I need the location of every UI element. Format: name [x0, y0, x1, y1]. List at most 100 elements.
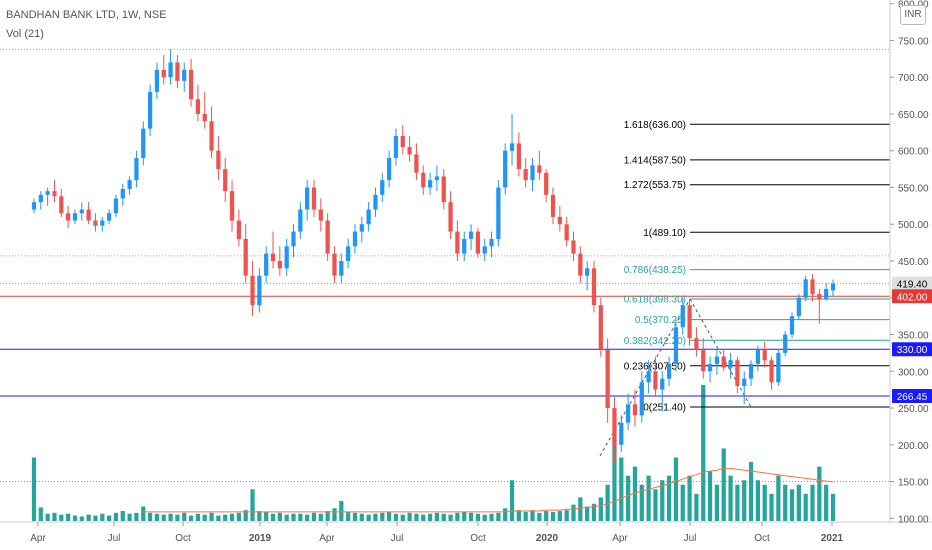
volume-bar: [250, 489, 255, 521]
candle-body: [626, 404, 631, 423]
price-tick-label: 550.00: [898, 183, 929, 194]
volume-bar: [277, 512, 282, 521]
candle-body: [120, 188, 125, 199]
volume-bar: [66, 513, 71, 521]
volume-bar: [72, 515, 78, 521]
candles: [31, 49, 836, 464]
candle-body: [728, 360, 733, 368]
grid-lines: [0, 48, 890, 482]
candle-body: [585, 268, 590, 276]
candle-body: [427, 180, 433, 188]
volume-bar: [434, 512, 440, 521]
volume-bar: [803, 493, 808, 521]
price-tick-label: 750.00: [898, 36, 929, 47]
fib-trend-line: [689, 298, 752, 408]
candle-body: [571, 240, 576, 254]
candle-body: [523, 169, 528, 181]
candle-body: [632, 404, 638, 416]
candle-body: [209, 121, 214, 151]
volume-bar: [352, 512, 358, 521]
fib-level-label: 0.236(307.50): [624, 361, 686, 372]
candle-body: [591, 268, 597, 306]
volume-bar: [202, 514, 207, 521]
price-label-box: [892, 342, 932, 357]
volume-bar: [762, 484, 767, 521]
time-tick-label: 2020: [536, 533, 559, 544]
volume-bar: [660, 480, 665, 521]
volume-bar: [523, 511, 528, 521]
volume-bar: [817, 466, 822, 521]
candle-body: [550, 194, 556, 217]
horizontal-lines[interactable]: [0, 295, 890, 397]
candle-body: [783, 334, 788, 353]
volume-bar: [503, 508, 508, 521]
volume-bar: [161, 514, 166, 521]
volume-bar: [366, 514, 371, 521]
candle-body: [79, 209, 84, 214]
candle-body: [305, 187, 310, 210]
volume-bar: [701, 385, 706, 521]
candle-body: [168, 62, 173, 78]
candle-body: [93, 220, 98, 226]
candle-body: [400, 136, 405, 148]
candle-body: [755, 349, 760, 364]
price-axis[interactable]: 800.00750.00700.00650.00600.00550.00500.…: [0, 0, 932, 525]
volume-bar: [619, 457, 624, 521]
time-axis[interactable]: Apr Jul Oct 2019 Apr Jul Oct 2020 Apr Jul Oct 2021: [30, 522, 844, 544]
candle-body: [154, 69, 160, 92]
volume-bar: [332, 508, 337, 521]
volume-bar: [605, 484, 610, 521]
price-tick-label: 450.00: [898, 257, 929, 268]
volume-bar: [721, 448, 726, 521]
volume-bar: [270, 513, 276, 521]
volume-bar: [694, 493, 699, 521]
volume-bar: [407, 512, 412, 521]
time-tick-label: Oct: [175, 533, 191, 544]
candle-body: [530, 165, 535, 181]
volume-bar: [182, 512, 187, 521]
volume-bar: [188, 515, 194, 521]
candle-body: [188, 69, 194, 100]
volume-bar: [311, 512, 317, 521]
volume-bar: [257, 511, 262, 521]
price-label-box: [892, 388, 932, 403]
candle-body: [359, 224, 364, 232]
candle-body: [789, 316, 795, 335]
volume-bar: [530, 510, 535, 521]
volume-bar: [653, 489, 658, 521]
candle-body: [441, 176, 446, 203]
volume-bar: [175, 514, 180, 521]
candle-body: [612, 408, 617, 445]
price-label-text: 402.00: [897, 292, 928, 303]
candle-body: [202, 113, 207, 122]
time-tick-label: 2019: [249, 533, 272, 544]
fibonacci-levels[interactable]: 1.618(636.00) 1.414(587.50) 1.272(553.75) 1…: [599, 120, 890, 457]
candle-body: [475, 231, 481, 254]
volume-bar: [298, 513, 303, 521]
price-label-text: 419.40: [897, 279, 928, 290]
volume-bar: [346, 511, 351, 521]
candle-body: [421, 172, 426, 188]
candle-body: [339, 261, 344, 276]
price-tick-label: 700.00: [898, 73, 929, 84]
currency-button[interactable]: INR: [900, 5, 926, 25]
candle-body: [257, 275, 262, 306]
candle-body: [680, 305, 685, 328]
time-tick-label: Oct: [470, 533, 486, 544]
volume-bar: [291, 513, 296, 521]
candle-body: [468, 231, 474, 239]
candle-body: [653, 371, 658, 390]
volume-bar: [564, 510, 569, 521]
candle-body: [229, 191, 235, 221]
candle-body: [776, 352, 781, 383]
candle-body: [352, 231, 358, 247]
volume-bar: [236, 512, 241, 521]
candle-body: [223, 169, 228, 192]
volume-bar: [673, 457, 679, 521]
volume-bar: [516, 510, 521, 521]
candle-body: [243, 238, 248, 276]
candle-body: [147, 91, 153, 129]
candle-body: [31, 202, 37, 210]
price-label-box: [892, 276, 932, 291]
